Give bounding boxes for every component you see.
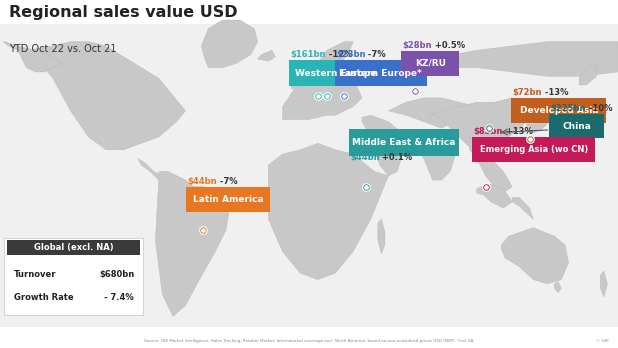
Text: -12%: -12% <box>326 50 352 59</box>
Polygon shape <box>470 137 512 193</box>
FancyBboxPatch shape <box>335 60 427 86</box>
Text: -7%: -7% <box>217 177 237 186</box>
FancyBboxPatch shape <box>511 98 606 123</box>
Text: Emerging Asia (wo CN): Emerging Asia (wo CN) <box>480 145 588 154</box>
Polygon shape <box>530 106 552 133</box>
Polygon shape <box>4 42 62 72</box>
Polygon shape <box>600 271 607 297</box>
Polygon shape <box>476 184 512 208</box>
Text: - 7.4%: - 7.4% <box>104 293 134 302</box>
Polygon shape <box>362 115 406 176</box>
Text: Source: GfK Market Intelligence: Sales Tracking, Retailer Market, International : Source: GfK Market Intelligence: Sales T… <box>144 339 474 343</box>
FancyBboxPatch shape <box>472 137 595 162</box>
FancyBboxPatch shape <box>7 240 140 255</box>
Polygon shape <box>291 70 303 89</box>
Text: YTD Oct 22 vs. Oct 21: YTD Oct 22 vs. Oct 21 <box>9 44 117 54</box>
Text: $44bn: $44bn <box>188 177 218 186</box>
Polygon shape <box>415 141 455 180</box>
Text: © GfK: © GfK <box>596 339 609 343</box>
Text: Eastern Europe*: Eastern Europe* <box>339 69 422 78</box>
Text: $225bn: $225bn <box>551 104 586 113</box>
Text: Developed Asia: Developed Asia <box>520 106 598 115</box>
Text: -13%: -13% <box>542 88 569 97</box>
Polygon shape <box>523 111 530 124</box>
Text: $28bn: $28bn <box>402 40 432 49</box>
Polygon shape <box>526 124 535 130</box>
Text: $83bn: $83bn <box>473 127 503 136</box>
Polygon shape <box>501 228 569 284</box>
Text: Western Europe: Western Europe <box>295 69 376 78</box>
Text: Latin America: Latin America <box>193 195 264 204</box>
Text: Global (excl. NA): Global (excl. NA) <box>34 243 114 252</box>
Polygon shape <box>309 42 353 74</box>
Polygon shape <box>554 282 562 293</box>
Text: KZ/RU: KZ/RU <box>415 58 446 68</box>
Text: Growth Rate: Growth Rate <box>14 293 73 302</box>
FancyBboxPatch shape <box>4 238 143 315</box>
Text: +0.5%: +0.5% <box>432 40 465 49</box>
FancyBboxPatch shape <box>349 129 459 156</box>
Polygon shape <box>431 98 530 154</box>
Text: China: China <box>562 122 591 131</box>
Text: -7%: -7% <box>365 50 386 59</box>
FancyBboxPatch shape <box>187 187 271 212</box>
FancyBboxPatch shape <box>401 50 459 76</box>
Polygon shape <box>579 63 597 85</box>
Polygon shape <box>258 50 276 61</box>
Text: Regional sales value USD: Regional sales value USD <box>9 5 238 20</box>
Text: +0.1%: +0.1% <box>379 153 413 162</box>
Polygon shape <box>138 158 163 180</box>
Text: $44bn: $44bn <box>350 153 379 162</box>
Polygon shape <box>512 197 533 219</box>
Polygon shape <box>201 20 258 68</box>
Polygon shape <box>282 63 362 119</box>
Text: $72bn: $72bn <box>512 88 542 97</box>
Polygon shape <box>353 42 618 78</box>
Polygon shape <box>268 143 389 279</box>
Text: Turnover: Turnover <box>14 270 56 279</box>
Polygon shape <box>378 219 385 254</box>
Text: $23bn: $23bn <box>336 50 365 59</box>
Text: $680bn: $680bn <box>99 270 134 279</box>
Text: $161bn: $161bn <box>290 50 326 59</box>
FancyBboxPatch shape <box>0 24 618 327</box>
FancyBboxPatch shape <box>289 60 381 86</box>
FancyBboxPatch shape <box>549 114 604 139</box>
Polygon shape <box>389 98 476 128</box>
Text: Middle East & Africa: Middle East & Africa <box>352 138 456 147</box>
Polygon shape <box>4 42 185 150</box>
Text: -10%: -10% <box>586 104 612 113</box>
Polygon shape <box>155 172 229 316</box>
Text: +13%: +13% <box>503 127 533 136</box>
